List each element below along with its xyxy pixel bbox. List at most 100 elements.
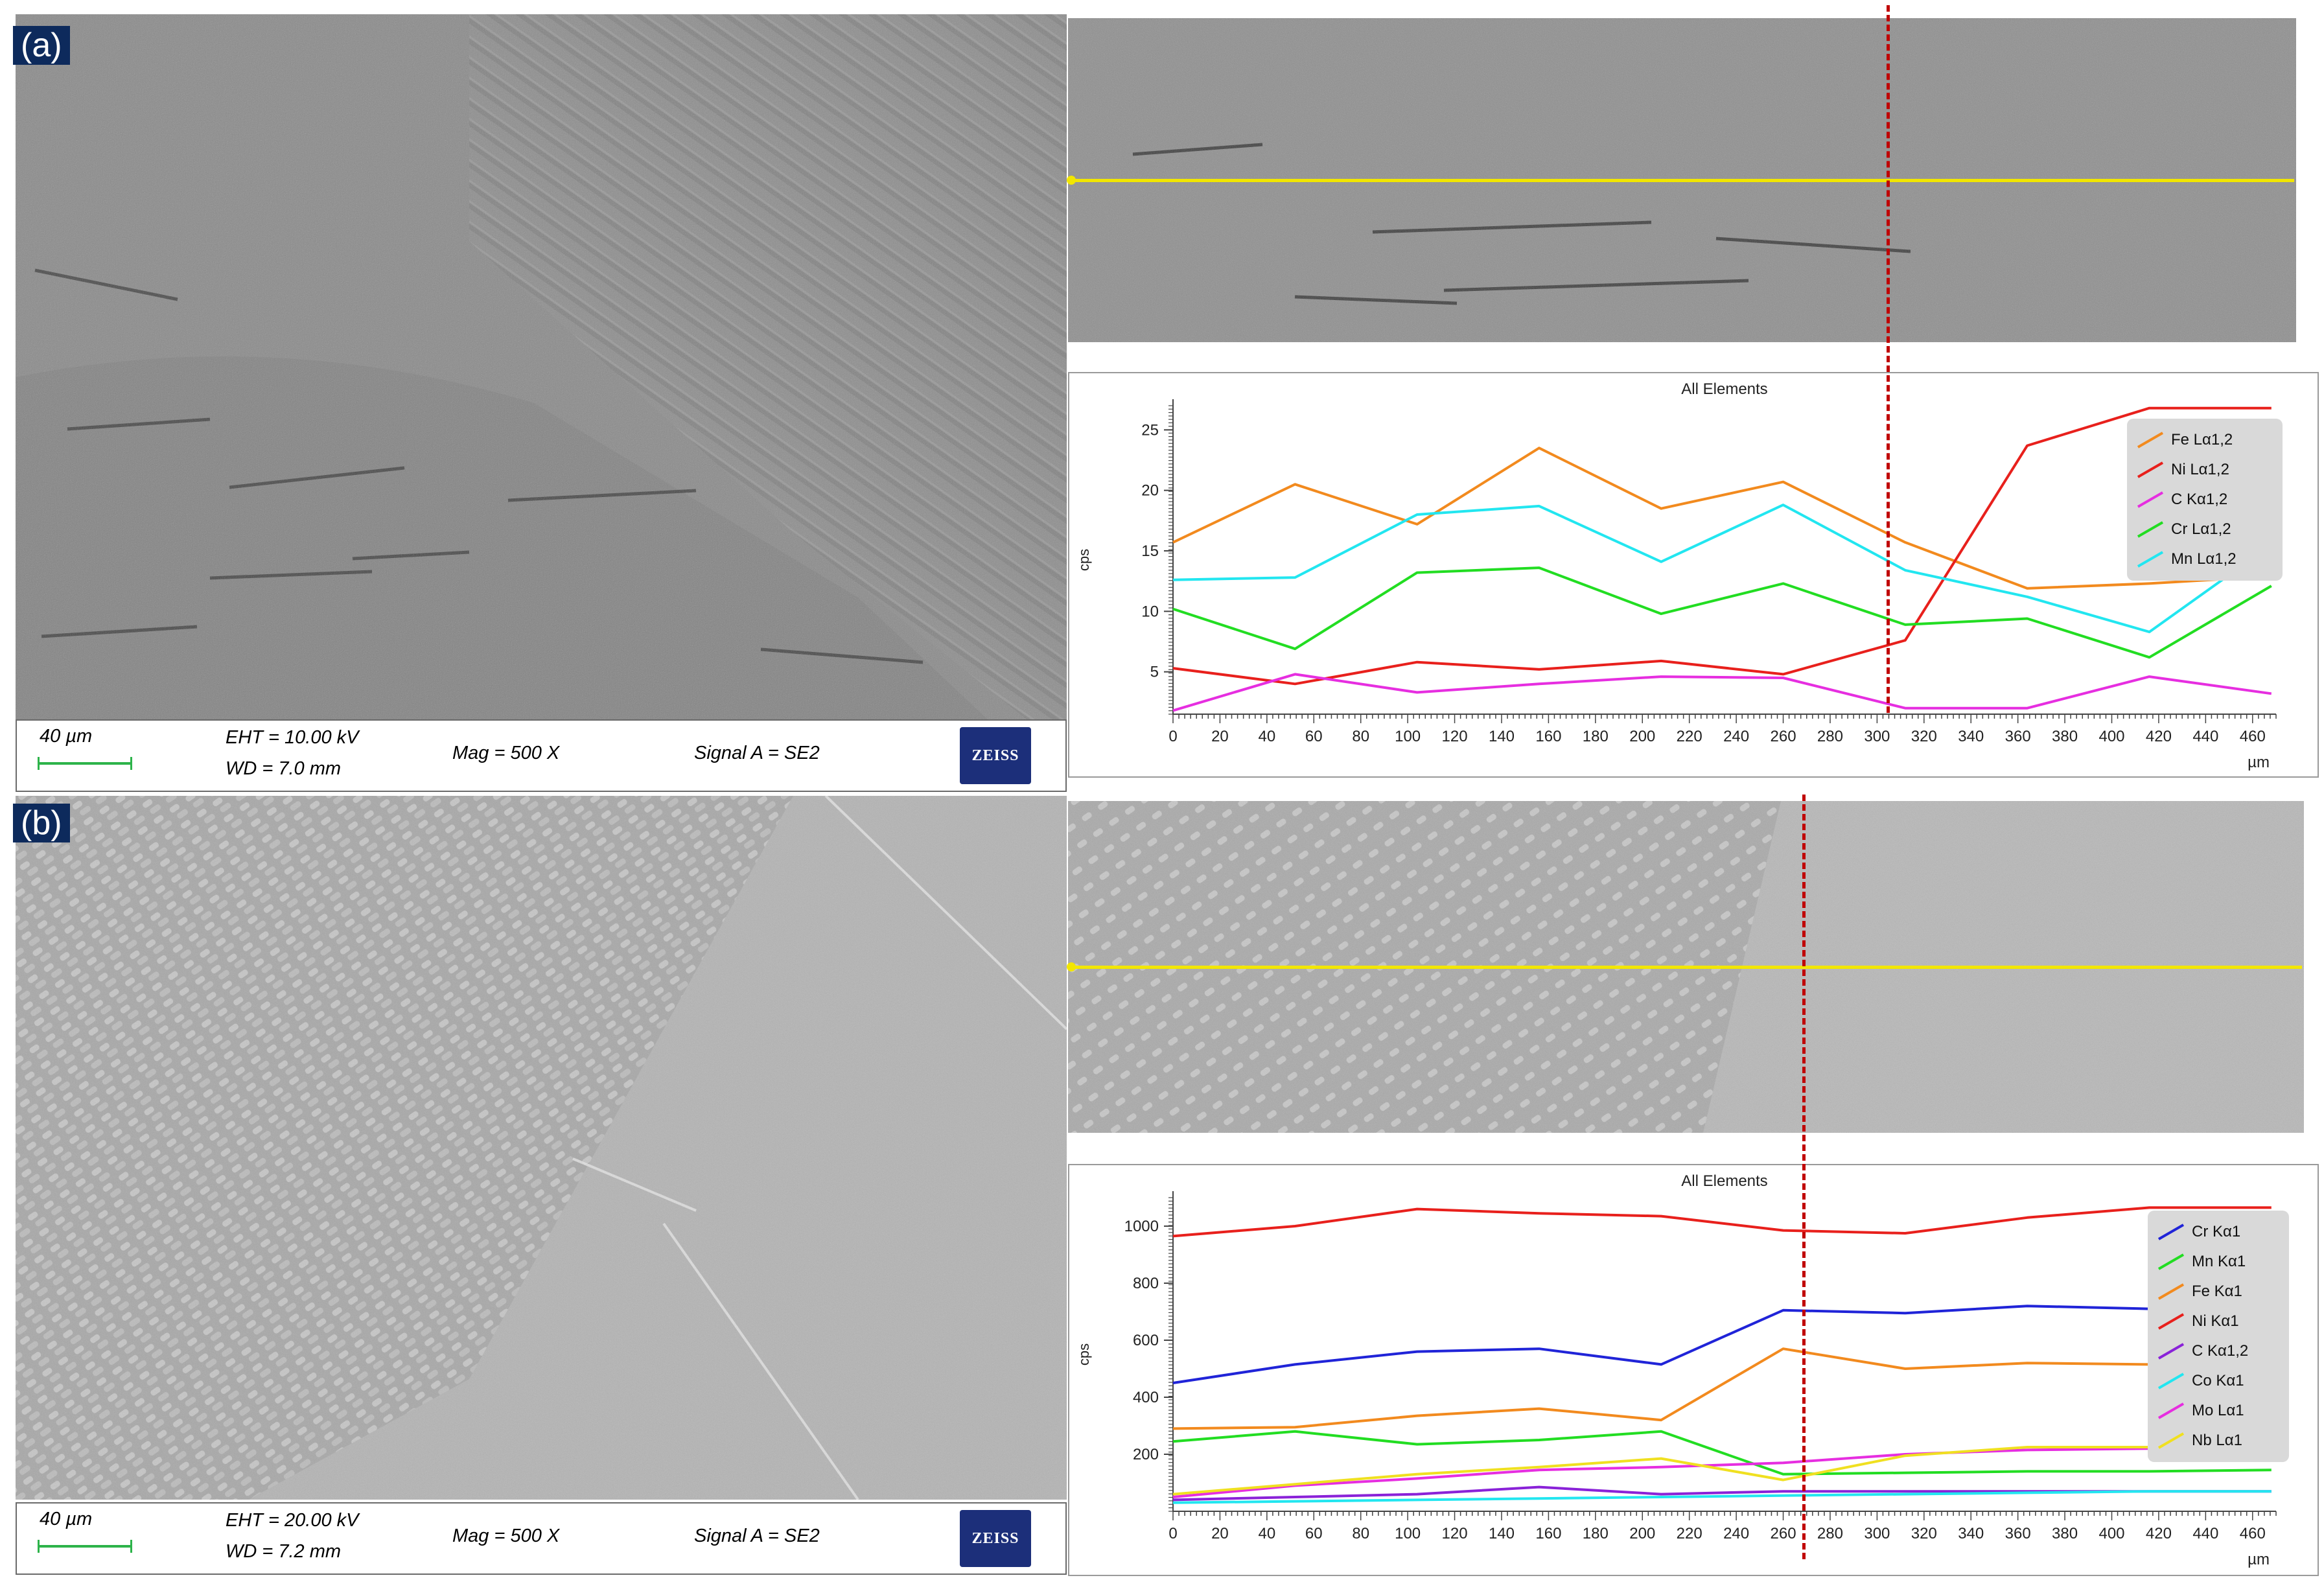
series-line (1172, 673, 2272, 712)
wd-value: WD = 7.0 mm (226, 758, 342, 779)
legend-swatch (2137, 521, 2164, 538)
legend-swatch (2157, 1313, 2185, 1330)
x-tick-label: 40 (1258, 728, 1275, 745)
x-tick-label: 180 (1583, 728, 1609, 745)
legend-item: Nb Lα1 (2157, 1426, 2280, 1456)
legend-label: Mn Lα1,2 (2171, 550, 2237, 568)
x-tick-label: 0 (1168, 728, 1177, 745)
legend-item: Ni Lα1,2 (2136, 455, 2273, 485)
legend-label: Mn Kα1 (2192, 1253, 2246, 1270)
eht-value: EHT = 20.00 kV (226, 1510, 359, 1531)
x-tick-label: 360 (2005, 1525, 2031, 1542)
x-axis-unit: µm (2248, 754, 2270, 771)
x-tick-label: 140 (1489, 728, 1515, 745)
scale-bar-label: 40 µm (40, 1509, 93, 1529)
legend-swatch (2137, 432, 2164, 448)
x-tick-label: 160 (1535, 1525, 1561, 1542)
legend-item: C Kα1,2 (2136, 485, 2273, 515)
scan-line-a (1071, 179, 2294, 182)
y-tick-label: 15 (1141, 542, 1159, 560)
series-line (1172, 1490, 2272, 1504)
y-tick-label: 200 (1133, 1446, 1159, 1463)
legend-label: Co Kα1 (2192, 1372, 2244, 1389)
x-tick-label: 60 (1305, 728, 1323, 745)
x-tick-label: 440 (2192, 728, 2218, 745)
zeiss-logo: ZEISS (960, 727, 1031, 784)
x-tick-label: 460 (2240, 1525, 2266, 1542)
legend-item: C Kα1,2 (2157, 1336, 2280, 1366)
legend-swatch (2157, 1343, 2185, 1360)
mag-value: Mag = 500 X (452, 743, 560, 763)
x-tick-label: 340 (1958, 728, 1984, 745)
legend-swatch (2137, 461, 2164, 478)
legend-swatch (2157, 1253, 2185, 1270)
mag-value: Mag = 500 X (452, 1526, 560, 1546)
legend-label: Nb Lα1 (2192, 1432, 2242, 1449)
x-tick-label: 20 (1211, 1525, 1229, 1542)
y-tick-label: 800 (1133, 1275, 1159, 1292)
legend-label: Mo Lα1 (2192, 1402, 2244, 1419)
line-profile-chart-b: All Elements 0 20 40 60 80 100 120 140 160 180 200 2… (1068, 1164, 2319, 1576)
x-tick-label: 280 (1817, 1525, 1843, 1542)
chart-legend: Fe Lα1,2 Ni Lα1,2 C Kα1,2 Cr Lα1,2 Mn Lα1,2 (2127, 419, 2283, 581)
series-line (1172, 1444, 2272, 1498)
series-line (1172, 1485, 2272, 1502)
series-line (1172, 1347, 2272, 1430)
y-tick-label: 1000 (1124, 1218, 1159, 1235)
legend-item: Cr Lα1,2 (2136, 515, 2273, 544)
legend-swatch (2157, 1283, 2185, 1300)
series-line (1172, 1446, 2272, 1496)
scan-line-start-dot-b (1067, 962, 1076, 971)
chart-title: All Elements (1681, 380, 1767, 398)
x-tick-label: 160 (1535, 728, 1561, 745)
x-tick-label: 400 (2098, 1525, 2124, 1542)
legend-label: C Kα1,2 (2171, 491, 2228, 508)
series-line (1172, 1299, 2272, 1384)
x-tick-label: 440 (2192, 1525, 2218, 1542)
legend-swatch (2157, 1224, 2185, 1240)
x-tick-label: 100 (1395, 728, 1421, 745)
x-tick-label: 20 (1211, 728, 1229, 745)
y-tick-label: 600 (1133, 1332, 1159, 1349)
sem-image-a (16, 14, 1067, 719)
legend-item: Ni Kα1 (2157, 1306, 2280, 1336)
marker-line-a (1887, 5, 1890, 713)
wd-value: WD = 7.2 mm (226, 1541, 342, 1562)
x-tick-label: 220 (1677, 1525, 1702, 1542)
legend-swatch (2137, 491, 2164, 508)
legend-item: Mn Lα1,2 (2136, 544, 2273, 574)
x-tick-label: 360 (2005, 728, 2031, 745)
legend-label: C Kα1,2 (2192, 1342, 2249, 1360)
series-line (1172, 1206, 2272, 1238)
x-tick-label: 80 (1352, 1525, 1369, 1542)
scan-line-b (1071, 966, 2302, 969)
signal-value: Signal A = SE2 (694, 1526, 820, 1546)
series-line (1172, 566, 2272, 659)
legend-swatch (2157, 1432, 2185, 1449)
y-tick-label: 20 (1141, 482, 1159, 500)
x-tick-label: 380 (2052, 728, 2078, 745)
x-tick-label: 400 (2098, 728, 2124, 745)
line-profile-chart-a: All Elements 0 20 40 60 80 100 120 140 160 180 200 2… (1068, 372, 2319, 778)
x-tick-label: 120 (1442, 1525, 1468, 1542)
x-tick-label: 300 (1864, 1525, 1890, 1542)
x-tick-label: 200 (1629, 1525, 1655, 1542)
scan-line-start-dot-a (1067, 176, 1076, 185)
panel-label-a: (a) (13, 26, 70, 65)
chart-legend: Cr Kα1 Mn Kα1 Fe Kα1 Ni Kα1 C Kα1,2 Co Kα1 Mo … (2148, 1211, 2289, 1462)
legend-label: Cr Lα1,2 (2171, 520, 2231, 538)
series-line (1172, 447, 2272, 590)
x-tick-label: 60 (1305, 1525, 1323, 1542)
zeiss-logo: ZEISS (960, 1510, 1031, 1567)
x-tick-label: 240 (1723, 1525, 1749, 1542)
x-tick-label: 320 (1911, 1525, 1937, 1542)
sem-info-bar-a: 40 µm EHT = 10.00 kV WD = 7.0 mm Mag = 5… (16, 719, 1067, 792)
legend-item: Cr Kα1 (2157, 1217, 2280, 1247)
x-tick-label: 280 (1817, 728, 1843, 745)
panel-label-b: (b) (13, 804, 70, 842)
x-axis-unit: µm (2248, 1551, 2270, 1568)
legend-label: Ni Kα1 (2192, 1312, 2239, 1330)
y-axis-label: cps (1076, 1343, 1092, 1365)
scale-bar (38, 757, 132, 770)
sem-image-b (16, 796, 1067, 1500)
